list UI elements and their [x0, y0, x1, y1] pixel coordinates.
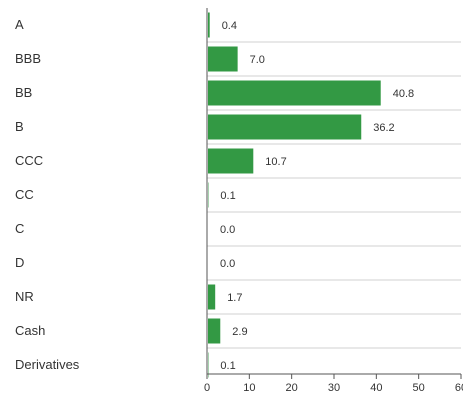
category-label: A — [15, 17, 24, 32]
value-label: 10.7 — [265, 156, 286, 168]
value-label: 36.2 — [373, 122, 394, 134]
value-label: 0.0 — [220, 224, 235, 236]
value-label: 7.0 — [250, 54, 265, 66]
category-label: Cash — [15, 323, 45, 338]
category-label: B — [15, 119, 24, 134]
row-separators — [207, 41, 461, 349]
category-label: Derivatives — [15, 357, 80, 372]
category-label: BBB — [15, 51, 41, 66]
value-labels: 0.4 7.0 40.8 36.2 10.7 0.1 0.0 0.0 1.7 2.9 0.1 — [220, 20, 414, 372]
bar — [208, 46, 238, 72]
x-tick-label: 50 — [413, 382, 425, 394]
bar — [208, 12, 210, 38]
value-label: 0.4 — [222, 20, 237, 32]
category-label: D — [15, 255, 24, 270]
x-tick-label: 10 — [243, 382, 255, 394]
category-label: C — [15, 221, 24, 236]
x-tick-label: 40 — [370, 382, 382, 394]
value-label: 0.0 — [220, 258, 235, 270]
category-label: BB — [15, 85, 32, 100]
x-tick-label: 30 — [328, 382, 340, 394]
bars — [208, 12, 381, 378]
value-label: 0.1 — [220, 190, 235, 202]
bar — [208, 114, 362, 140]
value-label: 2.9 — [232, 326, 247, 338]
category-label: CCC — [15, 153, 43, 168]
category-label: CC — [15, 187, 34, 202]
bar — [208, 80, 381, 106]
value-label: 1.7 — [227, 292, 242, 304]
bar — [208, 318, 221, 344]
x-axis: 0 10 20 30 40 50 60 — [204, 8, 463, 394]
category-label: NR — [15, 289, 34, 304]
value-label: 40.8 — [393, 88, 414, 100]
bar — [208, 148, 254, 174]
x-tick-label: 0 — [204, 382, 210, 394]
x-tick-label: 60 — [455, 382, 463, 394]
value-label: 0.1 — [220, 360, 235, 372]
bar — [208, 284, 216, 310]
x-tick-label: 20 — [286, 382, 298, 394]
